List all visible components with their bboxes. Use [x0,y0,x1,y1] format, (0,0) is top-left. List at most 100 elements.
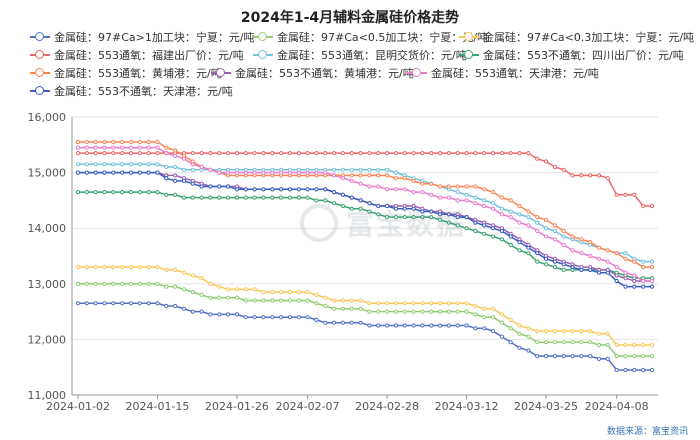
data-point [455,301,460,306]
data-point [349,178,354,183]
data-point [75,301,81,306]
data-point [199,151,204,156]
data-point [649,354,655,359]
data-point [287,290,292,295]
data-point [84,162,89,167]
data-point [279,290,284,295]
data-point [75,170,81,175]
data-point [376,151,381,156]
legend-item[interactable]: 金属硅：553不通氧：四川出厂价：元/吨 [459,48,684,62]
data-point [614,273,619,278]
legend-item[interactable]: 金属硅：97#Ca<0.3加工块：宁夏：元/吨 [459,30,694,44]
data-point [190,195,195,200]
data-point [455,309,460,314]
x-tick-label: 2024-01-02 [46,400,110,413]
data-point [75,190,81,195]
data-point [561,262,566,267]
data-point [243,195,248,200]
data-point [535,354,540,359]
data-point [438,151,443,156]
data-point [393,301,398,306]
data-point [128,190,134,195]
data-point [393,176,398,181]
data-point [535,259,540,264]
legend-item[interactable]: 金属硅：553不通氧：天津港：元/吨 [30,84,233,98]
data-point [279,315,284,320]
data-point [499,228,504,234]
legend-item[interactable]: 金属硅：553通氧：黄埔港：元/吨 [30,66,222,80]
data-point [552,265,558,270]
data-point [146,301,151,306]
data-point [438,212,443,217]
watermark: 富宝数据 [300,203,466,243]
data-point [137,162,142,167]
data-point [605,248,610,253]
data-point [155,162,160,167]
legend-item[interactable]: 金属硅：553通氧：昆明交货价：元/吨 [253,48,467,62]
data-point [190,273,195,278]
data-point [490,306,496,311]
data-point [552,329,558,334]
data-point [420,181,425,186]
data-point [385,173,390,178]
data-point [349,298,354,303]
data-point [490,234,496,239]
data-point [270,315,275,320]
data-point [517,220,522,225]
data-point [535,156,540,161]
data-point [543,217,549,222]
legend-item[interactable]: 金属硅：97#Ca<0.5加工块：宁夏：元/吨 [253,30,488,44]
data-point [623,192,628,197]
data-point [279,170,284,175]
data-point [173,267,178,272]
data-point [270,151,275,156]
data-point [632,192,637,197]
data-point [376,167,381,172]
x-tick-label: 2024-03-25 [514,400,578,413]
data-point [111,170,116,175]
data-point [146,265,151,270]
data-point [588,340,593,345]
data-point [252,170,257,175]
data-point [438,195,443,200]
legend-label: 金属硅：97#Ca<0.5加工块：宁夏：元/吨 [277,31,489,44]
x-tick-label: 2024-03-12 [435,400,499,413]
data-point [287,315,292,320]
data-point [243,287,248,292]
data-point [332,190,337,195]
legend-item[interactable]: 金属硅：553不通氧：黄埔港：元/吨 [211,66,414,80]
data-point [641,367,646,373]
data-point [552,223,558,228]
data-point [561,267,566,272]
data-point [526,151,531,156]
data-point [270,187,275,192]
data-point [305,195,310,200]
data-point [305,290,310,295]
data-point [393,206,398,211]
data-point [499,195,504,200]
legend-line-marker-icon [211,68,231,78]
data-point [499,312,504,317]
data-point [173,178,178,183]
series-2 [75,281,655,359]
data-point [596,356,602,361]
data-point [349,206,354,211]
data-point [632,273,637,278]
legend-item[interactable]: 金属硅：553通氧：福建出厂价：元/吨 [30,48,244,62]
data-point [446,195,451,200]
legend-item[interactable]: 金属硅：553通氧：天津港：元/吨 [407,66,599,80]
data-point [517,203,522,209]
data-point [120,162,125,167]
legend-label: 金属硅：553通氧：天津港：元/吨 [431,67,599,80]
data-point [499,320,504,325]
legend-item[interactable]: 金属硅：97#Ca>1加工块：宁夏：元/吨 [30,30,255,44]
data-point [402,176,407,181]
data-point [393,309,398,314]
data-point [120,139,125,145]
data-point [411,215,416,220]
data-point [482,198,487,203]
data-point [482,315,487,320]
data-point [332,320,337,325]
data-point [155,301,160,306]
data-point [623,367,628,373]
